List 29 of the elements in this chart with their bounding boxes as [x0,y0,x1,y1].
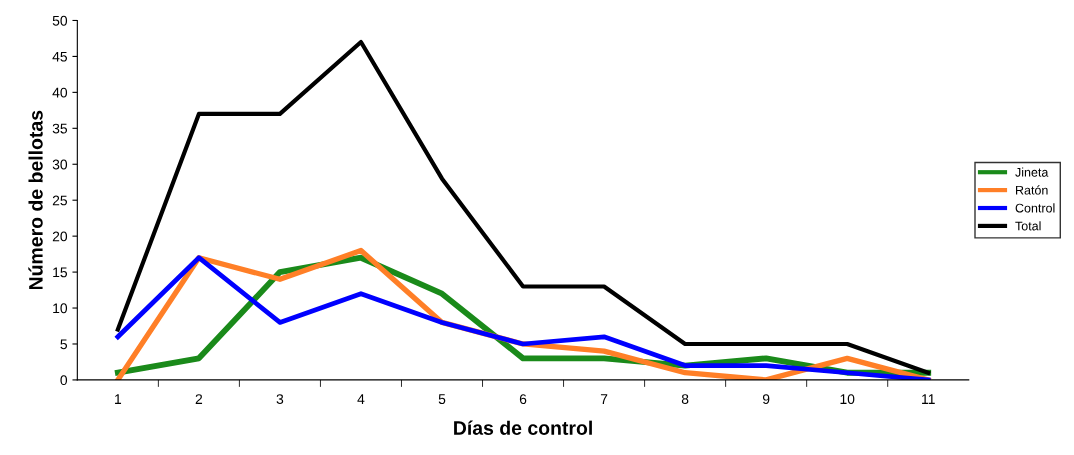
x-tick-label: 2 [195,394,203,404]
legend-label: Jineta [1015,167,1049,177]
y-tick-label: 0 [60,375,68,386]
legend-label: Total [1015,221,1041,231]
x-tick-label: 5 [438,394,446,405]
x-tick-label: 10 [840,394,855,405]
x-tick-label: 7 [600,394,608,404]
y-tick-label: 40 [52,87,68,98]
y-tick-label: 45 [52,51,68,62]
y-tick-label: 15 [53,267,68,278]
x-tick-label: 8 [681,394,689,405]
y-tick-label: 10 [53,303,68,314]
y-tick-label: 30 [52,159,68,170]
legend-label: Control [1015,203,1055,213]
x-tick-label: 4 [357,394,365,404]
line-series [115,39,931,375]
legend-label: Ratón [1016,185,1048,195]
y-tick-label: 5 [60,339,68,350]
y-tick-label: 50 [52,15,68,26]
x-tick-label: 11 [922,394,935,404]
x-tick-label: 6 [519,394,527,405]
y-tick-label: 25 [52,195,68,206]
y-axis-title: Número de bellotas [28,110,43,290]
y-tick-label: 35 [52,123,68,134]
x-tick-label: 1 [115,394,122,404]
y-tick-label: 20 [52,231,68,242]
x-tick-label: 3 [276,394,284,405]
x-tick-label: 9 [762,394,770,405]
x-axis-title: Días de control [454,420,592,435]
